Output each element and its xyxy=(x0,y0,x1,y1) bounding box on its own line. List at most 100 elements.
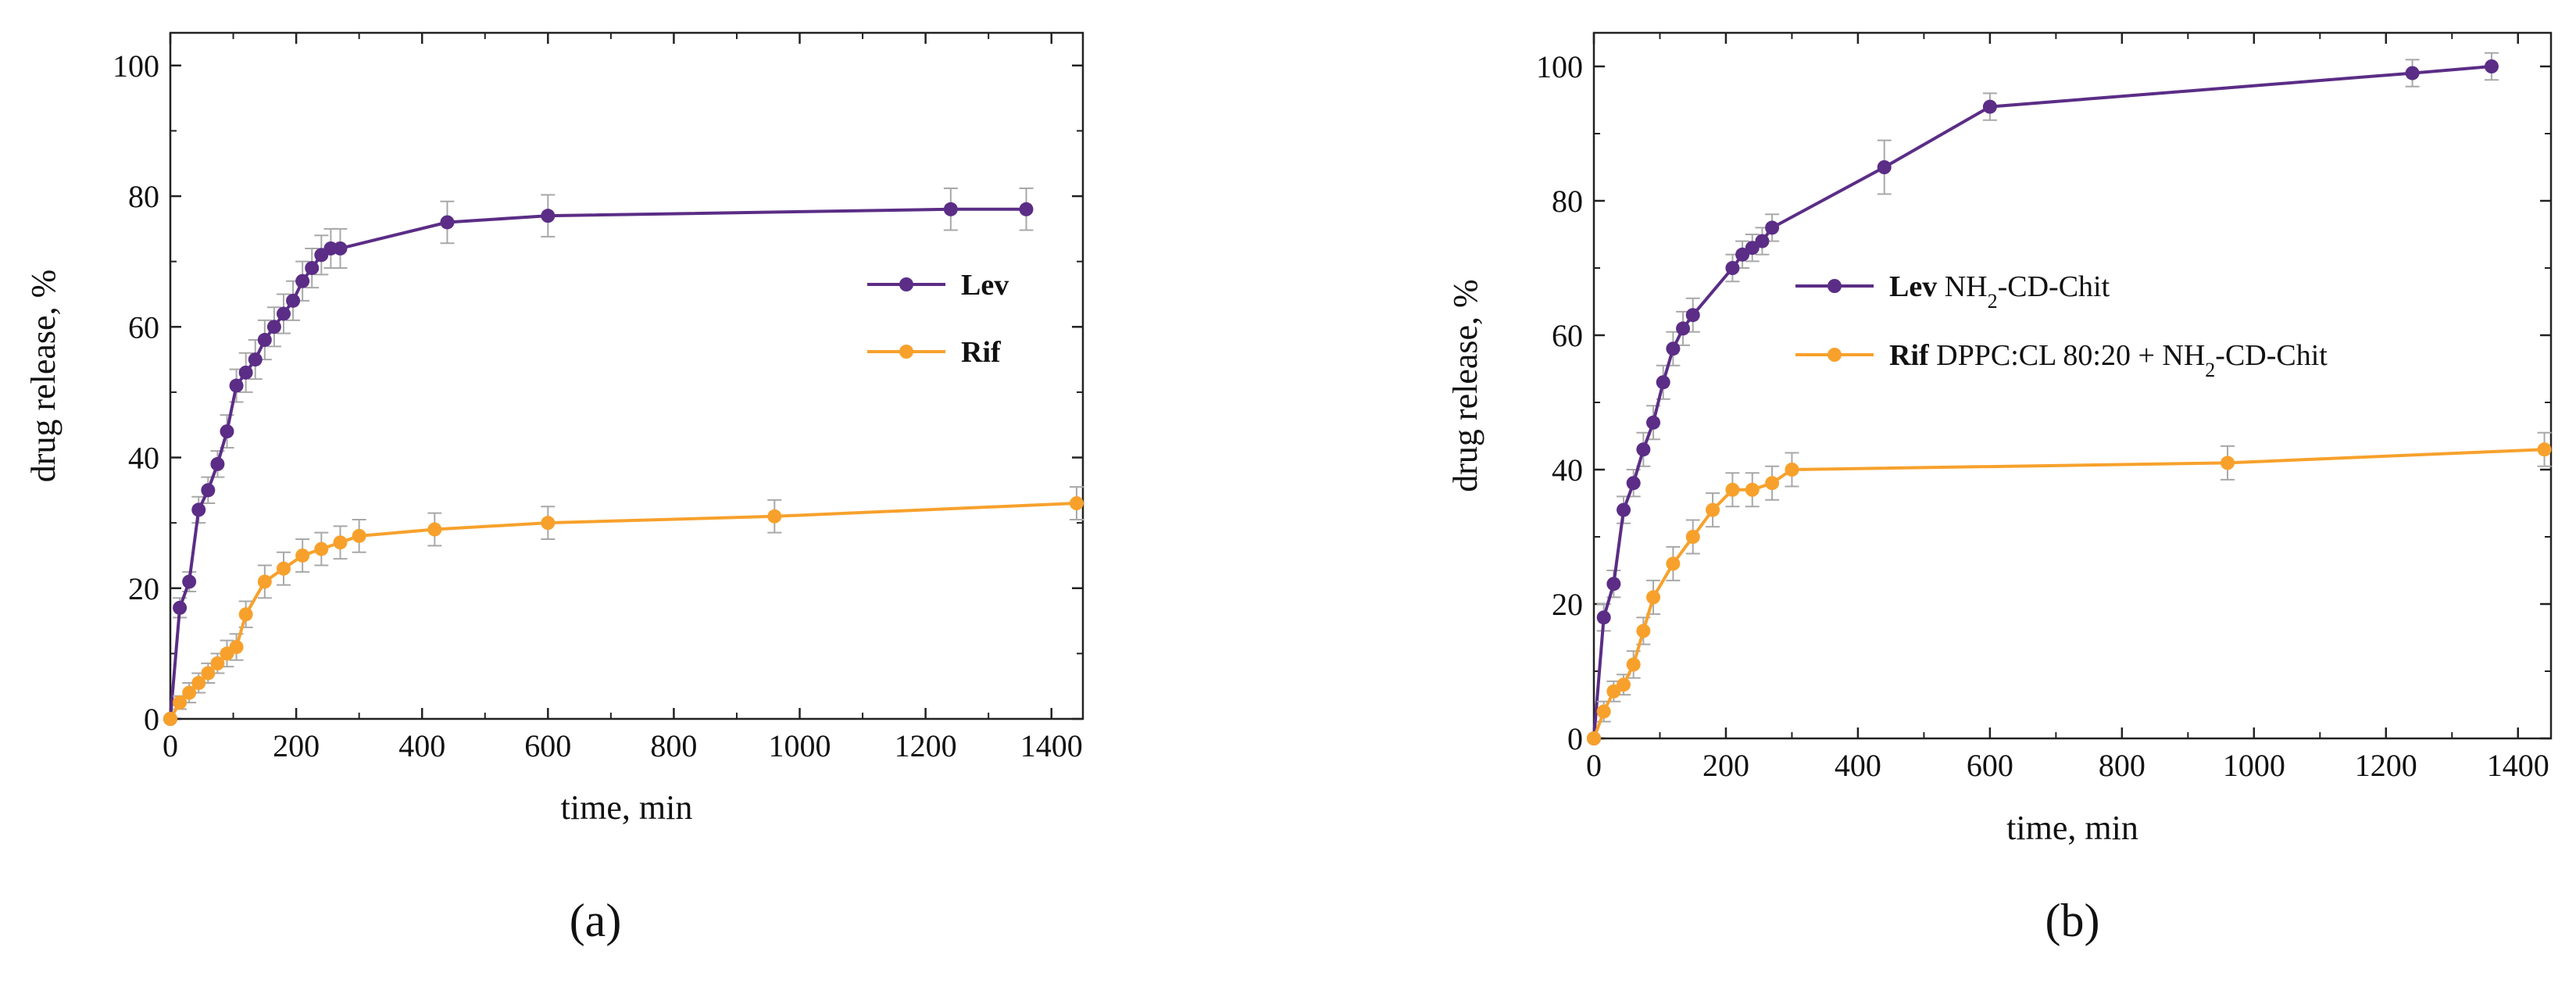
chart-panel-b: 0 200 400 600 800 1000 1200 1400 0 20 40 60 80 100 tim… xyxy=(1446,31,2553,946)
data-point xyxy=(1765,476,1780,491)
data-point xyxy=(1606,684,1621,699)
data-point xyxy=(229,378,244,393)
x-axis-title: time, min xyxy=(2006,809,2138,847)
data-point xyxy=(541,516,556,531)
data-point xyxy=(1685,530,1700,544)
legend-label-rif: Rif DPPC:CL 80:20 + NH2​-CD-Chit xyxy=(1889,339,2328,381)
data-point xyxy=(1785,463,1799,477)
series-rif xyxy=(163,486,1084,726)
legend-marker-rif xyxy=(1827,348,1842,362)
panel-label: (a) xyxy=(570,895,622,946)
series-lev xyxy=(163,188,1034,726)
y-tick-label: 40 xyxy=(1552,452,1583,488)
data-point xyxy=(440,215,455,230)
data-point xyxy=(352,528,366,543)
data-point xyxy=(276,306,291,321)
data-point xyxy=(1666,556,1681,571)
series-lev xyxy=(1587,52,2499,745)
data-point xyxy=(1606,577,1621,592)
data-point xyxy=(1636,442,1651,457)
x-tick-label: 800 xyxy=(650,728,697,763)
data-point xyxy=(266,320,281,334)
y-axis-title: drug release, % xyxy=(1446,279,1485,492)
data-point xyxy=(305,261,320,276)
y-tick-label: 20 xyxy=(128,571,159,606)
data-point xyxy=(248,352,263,367)
x-tick-label: 1200 xyxy=(2355,748,2417,783)
data-point xyxy=(767,509,782,524)
x-tick-label: 1200 xyxy=(895,728,957,763)
legend-series-name: Rif xyxy=(1889,339,1930,372)
data-point xyxy=(286,293,301,308)
y-tick-label: 0 xyxy=(144,702,159,737)
data-point xyxy=(220,424,234,439)
data-point xyxy=(1706,502,1720,517)
data-point xyxy=(295,548,310,563)
data-point xyxy=(210,456,225,471)
data-point xyxy=(238,607,253,622)
panel-label: (b) xyxy=(2045,895,2100,946)
y-tick-label: 100 xyxy=(1536,49,1583,84)
x-tick-label: 600 xyxy=(524,728,571,763)
data-point xyxy=(1596,610,1611,625)
data-point xyxy=(2537,442,2552,457)
legend-marker-lev xyxy=(899,277,913,291)
y-tick-label: 40 xyxy=(128,441,159,476)
y-tick-label: 0 xyxy=(1567,721,1583,756)
y-tick-label: 100 xyxy=(113,48,159,84)
data-point xyxy=(1617,502,1631,517)
legend-label-lev: Lev NH2​-CD-Chit xyxy=(1889,270,2110,313)
x-tick-label: 0 xyxy=(1586,748,1602,783)
x-tick-label: 1000 xyxy=(2223,748,2285,783)
x-tick-label: 400 xyxy=(398,728,445,763)
series-line-rif xyxy=(169,502,1077,720)
plot-frame xyxy=(169,31,1084,720)
data-point xyxy=(1877,160,1892,174)
x-tick-label: 1400 xyxy=(1020,728,1083,763)
x-tick-label: 0 xyxy=(163,728,178,763)
data-point xyxy=(1685,308,1700,323)
x-tick-label: 200 xyxy=(1702,748,1749,783)
chart-panel-a: 0 200 400 600 800 1000 1200 1400 0 20 40 60 80 100 tim… xyxy=(24,31,1084,946)
plot-frame xyxy=(1592,31,2553,740)
y-axis-title: drug release, % xyxy=(24,270,63,482)
data-point xyxy=(2405,66,2420,80)
data-point xyxy=(238,365,253,380)
data-point xyxy=(541,209,556,223)
legend-series-name: Lev xyxy=(1889,270,1937,303)
x-axis-title: time, min xyxy=(561,788,693,827)
data-point xyxy=(1735,247,1750,262)
data-point xyxy=(257,333,272,348)
data-point xyxy=(427,522,442,537)
y-tick-label: 60 xyxy=(128,309,159,345)
data-point xyxy=(173,695,188,710)
data-point xyxy=(1676,321,1691,336)
data-point xyxy=(1596,704,1611,719)
y-tick-label: 20 xyxy=(1552,587,1583,622)
data-point xyxy=(182,574,197,589)
legend-label-lev: Lev xyxy=(961,269,1009,302)
data-point xyxy=(1666,341,1681,356)
data-point xyxy=(257,574,272,589)
data-point xyxy=(173,600,188,615)
x-tick-label: 400 xyxy=(1835,748,1881,783)
data-point xyxy=(276,561,291,576)
data-point xyxy=(1646,415,1661,430)
x-tick-label: 600 xyxy=(1967,748,2013,783)
legend-marker-lev xyxy=(1827,279,1842,293)
legend-marker-rif xyxy=(899,345,913,359)
data-point xyxy=(1626,476,1641,491)
legend-series-name: Rif xyxy=(961,336,1002,369)
data-point xyxy=(210,656,225,670)
data-point xyxy=(201,666,216,681)
data-point xyxy=(163,712,177,726)
legend-series-name: Lev xyxy=(961,269,1009,302)
legend-label-rif: Rif xyxy=(961,336,1002,369)
data-point xyxy=(1765,220,1780,235)
data-point xyxy=(333,241,348,256)
y-tick-label: 80 xyxy=(1552,184,1583,219)
data-point xyxy=(314,542,329,556)
data-point xyxy=(1755,234,1770,248)
x-tick-label: 1000 xyxy=(769,728,831,763)
